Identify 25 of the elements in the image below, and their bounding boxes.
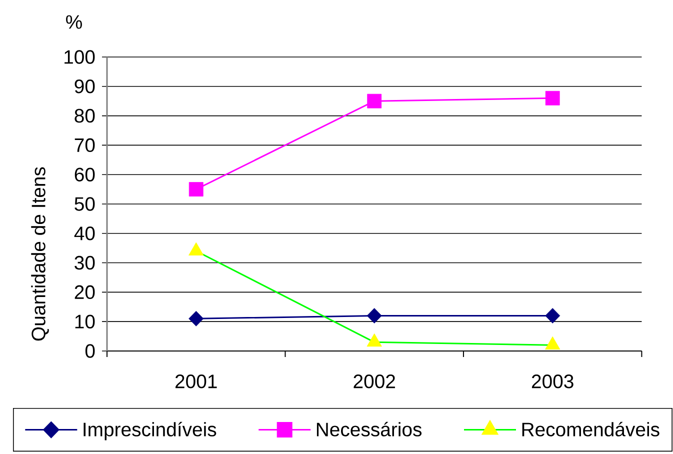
point (367, 94, 382, 108)
y-tick-label: 80 (74, 108, 95, 123)
y-axis-title: Quantidade de Itens (31, 167, 49, 341)
text: % (66, 15, 82, 29)
y-tick-label: 90 (74, 80, 95, 94)
point (188, 182, 204, 196)
y-tick-label: 70 (74, 138, 95, 152)
point (188, 310, 204, 326)
y-tick-label: 40 (74, 226, 95, 240)
point (366, 308, 382, 324)
y-tick-label: 50 (74, 197, 95, 211)
x-tick-label: 2001 (176, 374, 217, 388)
y-tick-label: 20 (74, 285, 95, 300)
y-tick-label: 0 (85, 344, 95, 358)
y-tick-label: 30 (74, 256, 95, 270)
point (545, 308, 560, 324)
point (545, 90, 560, 106)
legend-label: Imprescindíveis (84, 422, 216, 440)
y-tick-label: 60 (74, 168, 95, 182)
legend-label: Necessários (316, 422, 422, 436)
legend-label: Recomendáveis (522, 422, 660, 436)
x-tick-label: 2002 (354, 374, 395, 388)
y-tick-label: 10 (75, 314, 95, 328)
x-tick-label: 2003 (532, 374, 574, 388)
y-tick-label: 100 (64, 50, 95, 64)
